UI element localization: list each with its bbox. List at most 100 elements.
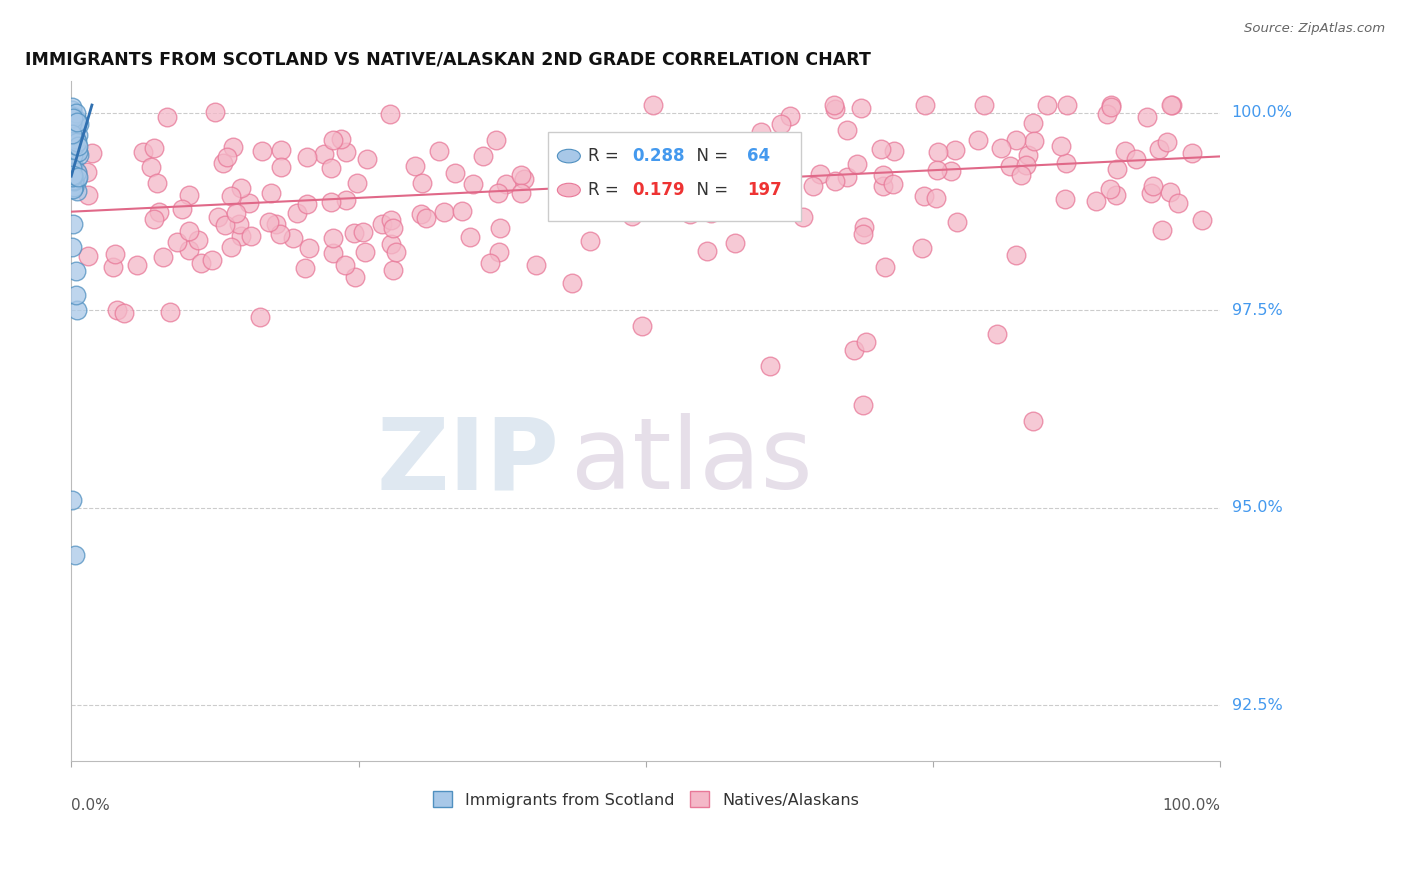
Point	[190, 256, 212, 270]
Point	[1017, 148, 1039, 162]
Text: 100.0%: 100.0%	[1163, 798, 1220, 814]
Point	[1159, 185, 1181, 199]
Text: ZIP: ZIP	[377, 413, 560, 510]
Point	[62, 139, 84, 153]
Point	[66, 138, 89, 153]
Point	[66, 173, 89, 187]
Point	[740, 193, 762, 207]
Point	[333, 258, 356, 272]
Point	[585, 157, 607, 171]
Point	[222, 140, 245, 154]
Point	[1191, 212, 1213, 227]
Point	[62, 181, 84, 195]
Point	[187, 233, 209, 247]
Point	[704, 139, 727, 153]
Point	[65, 132, 87, 146]
Point	[62, 148, 84, 162]
Point	[250, 144, 273, 158]
Point	[285, 206, 308, 220]
Point	[451, 203, 474, 218]
Point	[513, 172, 536, 186]
Point	[621, 209, 644, 223]
Point	[132, 145, 155, 159]
Point	[1053, 192, 1076, 206]
Point	[444, 166, 467, 180]
Point	[62, 182, 84, 196]
Point	[769, 117, 792, 131]
Point	[1022, 116, 1045, 130]
Point	[427, 144, 450, 158]
Point	[792, 210, 814, 224]
Point	[177, 243, 200, 257]
Point	[257, 215, 280, 229]
Point	[62, 180, 84, 194]
Point	[312, 146, 335, 161]
Point	[411, 176, 433, 190]
Point	[60, 117, 83, 131]
Point	[1005, 248, 1028, 262]
Point	[214, 219, 236, 233]
Text: 100.0%: 100.0%	[1232, 105, 1292, 120]
Point	[65, 137, 87, 152]
Point	[686, 196, 709, 211]
Point	[60, 493, 83, 508]
Point	[872, 179, 894, 194]
Point	[579, 200, 602, 214]
Point	[139, 161, 162, 175]
Point	[382, 262, 405, 277]
Circle shape	[557, 183, 581, 197]
Point	[125, 258, 148, 272]
Text: 64: 64	[747, 147, 770, 165]
Point	[66, 135, 89, 149]
Point	[66, 170, 89, 185]
Point	[700, 206, 723, 220]
Point	[845, 157, 868, 171]
Point	[294, 261, 316, 276]
Point	[943, 143, 966, 157]
Point	[998, 159, 1021, 173]
Point	[60, 115, 83, 129]
Point	[166, 235, 188, 249]
Point	[270, 144, 292, 158]
Point	[779, 109, 801, 123]
Point	[60, 111, 83, 125]
Point	[76, 249, 98, 263]
Point	[875, 260, 897, 274]
Point	[883, 144, 905, 158]
Point	[67, 117, 90, 131]
Point	[201, 252, 224, 267]
Point	[679, 207, 702, 221]
Point	[433, 205, 456, 219]
Point	[1015, 157, 1038, 171]
Point	[973, 98, 995, 112]
Text: IMMIGRANTS FROM SCOTLAND VS NATIVE/ALASKAN 2ND GRADE CORRELATION CHART: IMMIGRANTS FROM SCOTLAND VS NATIVE/ALASK…	[25, 51, 872, 69]
Text: 92.5%: 92.5%	[1232, 698, 1282, 713]
Point	[215, 150, 238, 164]
Point	[510, 168, 533, 182]
Point	[63, 116, 86, 130]
Point	[724, 236, 747, 251]
Point	[65, 106, 87, 120]
Point	[335, 145, 357, 159]
Point	[911, 241, 934, 255]
Point	[322, 245, 344, 260]
Point	[842, 343, 865, 357]
Point	[384, 245, 406, 260]
Point	[343, 269, 366, 284]
Point	[63, 174, 86, 188]
Point	[823, 98, 845, 112]
Point	[1097, 107, 1119, 121]
Point	[561, 276, 583, 290]
Point	[76, 164, 98, 178]
Point	[60, 127, 83, 141]
Point	[67, 148, 90, 162]
Point	[1004, 133, 1026, 147]
Point	[152, 250, 174, 264]
Point	[852, 227, 875, 242]
Point	[404, 159, 426, 173]
Point	[66, 165, 89, 179]
Point	[249, 310, 271, 325]
Point	[640, 137, 662, 152]
Point	[849, 101, 872, 115]
Point	[824, 174, 846, 188]
